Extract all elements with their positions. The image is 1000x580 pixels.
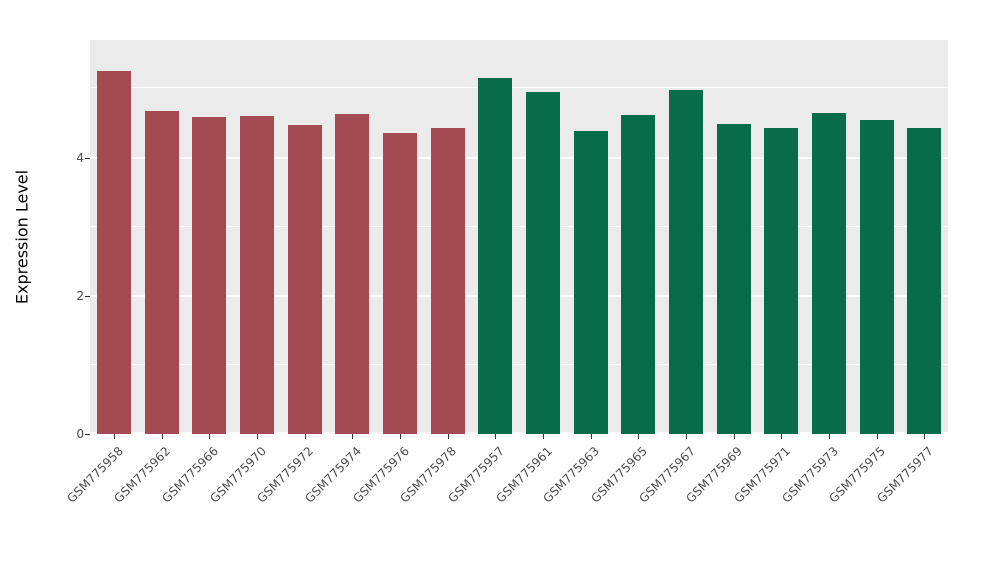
bar (335, 113, 370, 434)
bar (764, 128, 799, 434)
x-tick-mark (924, 434, 926, 439)
x-tick-mark (113, 434, 115, 439)
x-tick-mark (161, 434, 163, 439)
bar (287, 125, 322, 434)
bar (811, 112, 846, 434)
bar (716, 124, 751, 434)
bar (478, 78, 513, 434)
x-tick-mark (590, 434, 592, 439)
y-tick-mark (85, 295, 90, 297)
x-tick-mark (495, 434, 497, 439)
x-tick-mark (876, 434, 878, 439)
x-tick-mark (733, 434, 735, 439)
bar (192, 117, 227, 434)
x-tick-mark (209, 434, 211, 439)
x-tick-mark (399, 434, 401, 439)
x-tick-mark (828, 434, 830, 439)
bar (382, 133, 417, 434)
gridline-minor (90, 363, 948, 365)
bar (239, 116, 274, 434)
x-tick-mark (304, 434, 306, 439)
bar (96, 71, 131, 434)
gridline-minor (90, 87, 948, 89)
bar (525, 91, 560, 434)
x-tick-mark (542, 434, 544, 439)
bar (907, 128, 942, 434)
chart-panel (90, 40, 948, 434)
x-tick-mark (685, 434, 687, 439)
bar (430, 128, 465, 434)
gridline-minor (90, 225, 948, 227)
x-tick-mark (781, 434, 783, 439)
bar (859, 119, 894, 434)
x-tick-mark (256, 434, 258, 439)
x-tick-mark (638, 434, 640, 439)
x-tick-mark (352, 434, 354, 439)
y-tick-label: 2 (76, 288, 84, 303)
y-tick-label: 0 (76, 427, 84, 441)
gridline-major (90, 432, 948, 434)
bar (668, 90, 703, 434)
y-axis-title: Expression Level (12, 169, 32, 305)
gridline-major (90, 294, 948, 297)
y-tick-mark (85, 434, 90, 435)
y-tick-label: 4 (76, 150, 84, 165)
bar (621, 114, 656, 434)
bar (573, 131, 608, 434)
gridline-major (90, 156, 948, 159)
bar (144, 110, 179, 434)
y-tick-mark (85, 157, 90, 159)
x-tick-mark (447, 434, 449, 439)
